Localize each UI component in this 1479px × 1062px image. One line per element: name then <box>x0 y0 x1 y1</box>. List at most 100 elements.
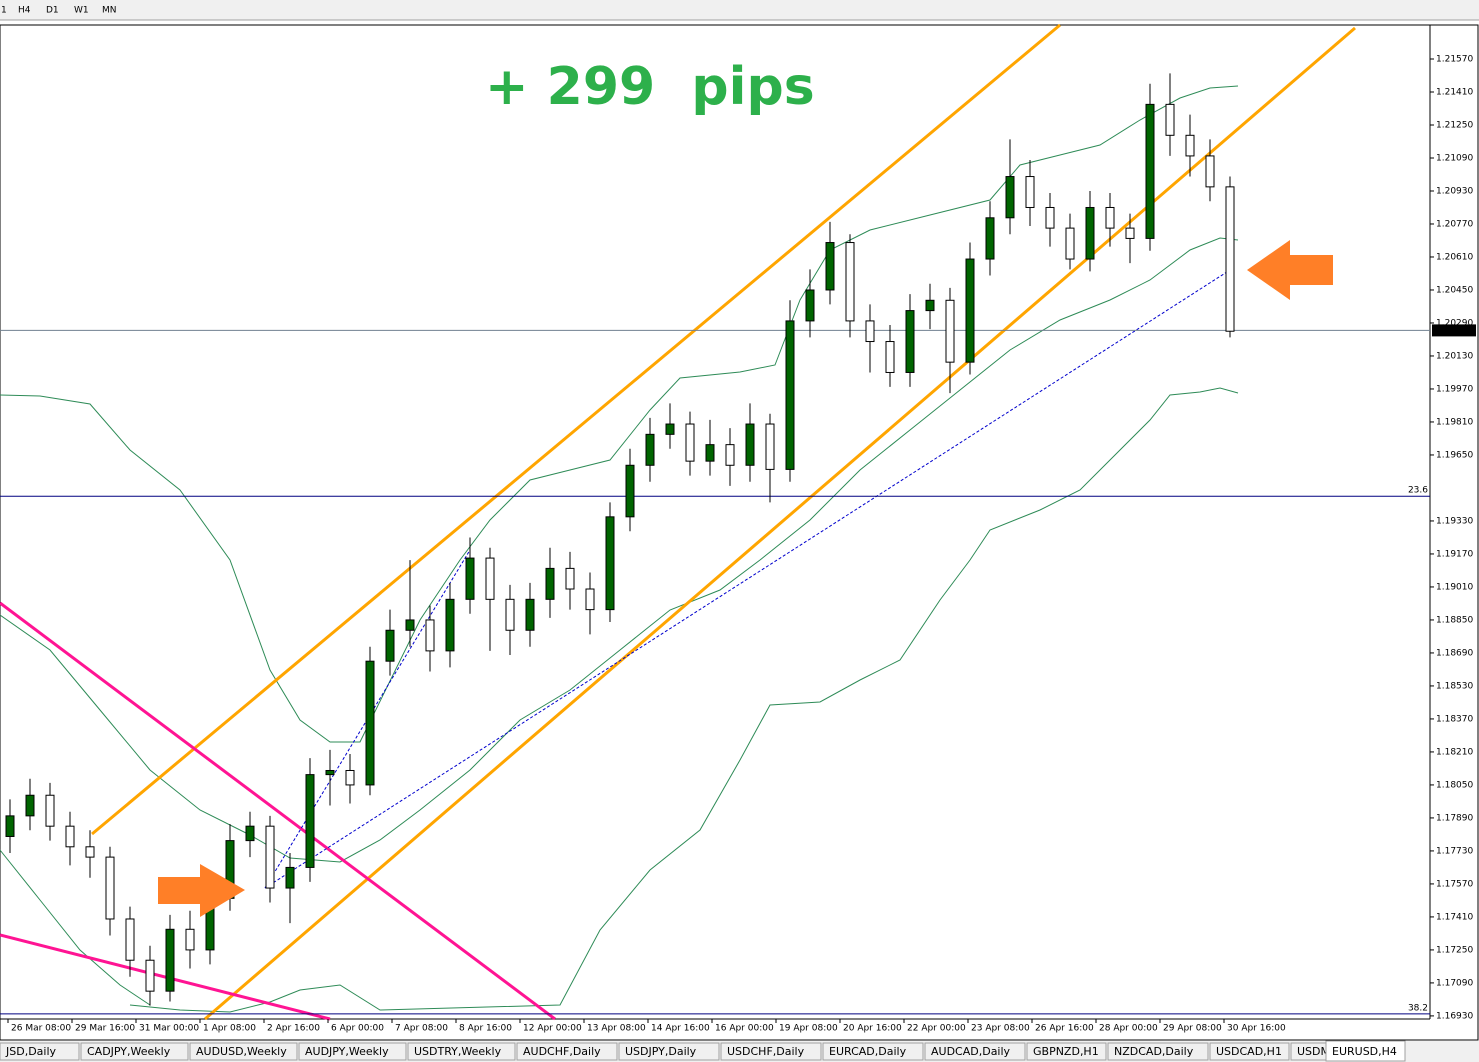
timeframe-button[interactable]: MN <box>102 6 117 16</box>
tab[interactable] <box>516 1042 618 1061</box>
annotation: + 299 pips <box>485 57 815 117</box>
candle-body <box>765 423 775 470</box>
candle-body <box>625 464 635 518</box>
current-price-label: 1.20254 <box>1435 326 1472 336</box>
timeframe-button[interactable]: W1 <box>74 6 89 16</box>
candle-body <box>65 825 75 848</box>
tab-label[interactable]: EURCAD,Daily <box>829 1045 907 1058</box>
candle-body <box>105 856 115 920</box>
y-tick-label: 1.17890 <box>1436 813 1473 823</box>
candle-body <box>405 619 415 631</box>
y-tick-label: 1.18370 <box>1436 714 1473 724</box>
y-tick-label: 1.18690 <box>1436 648 1473 658</box>
candle-body <box>745 423 755 466</box>
tab-label[interactable]: GBPNZD,H1 <box>1033 1045 1099 1058</box>
x-tick-label: 26 Mar 08:00 <box>11 1024 71 1034</box>
tab[interactable] <box>298 1042 407 1061</box>
y-tick-label: 1.19810 <box>1436 417 1473 427</box>
candle-body <box>1185 134 1195 157</box>
x-tick-label: 26 Apr 16:00 <box>1035 1024 1094 1034</box>
timeframe-button[interactable]: D1 <box>46 6 59 16</box>
tab[interactable] <box>80 1042 189 1061</box>
tab[interactable] <box>189 1042 298 1061</box>
tab-label[interactable]: AUDUSD,Weekly <box>196 1045 287 1058</box>
y-tick-label: 1.17570 <box>1436 879 1473 889</box>
candle-body <box>485 557 495 600</box>
bb-middle <box>0 237 1239 863</box>
y-tick-label: 1.21410 <box>1436 87 1473 97</box>
candle-body <box>85 846 95 858</box>
candle-body <box>605 516 615 611</box>
tab-label[interactable]: NZDCAD,Daily <box>1114 1045 1194 1058</box>
tab-label[interactable]: AUDJPY,Weekly <box>305 1045 389 1058</box>
tab-label[interactable]: AUDCAD,Daily <box>931 1045 1011 1058</box>
timeframe-button[interactable]: H4 <box>18 6 31 16</box>
candle-body <box>265 825 275 889</box>
tab-label[interactable]: EURUSD,H4 <box>1332 1045 1397 1058</box>
candle-body <box>885 341 895 373</box>
x-tick-label: 30 Apr 16:00 <box>1227 1024 1286 1034</box>
candle-body <box>585 588 595 611</box>
candle-body <box>1125 227 1135 239</box>
x-tick-label: 2 Apr 16:00 <box>267 1024 320 1034</box>
channel-lower <box>204 26 1356 1021</box>
x-tick-label: 16 Apr 00:00 <box>715 1024 774 1034</box>
candle-body <box>1225 186 1235 332</box>
tab[interactable] <box>1325 1040 1406 1062</box>
candle-body <box>165 928 175 992</box>
bb-lower <box>129 387 1239 1013</box>
x-tick-label: 19 Apr 08:00 <box>779 1024 838 1034</box>
tab[interactable] <box>0 1042 80 1061</box>
tab-label[interactable]: USDCHF,Daily <box>727 1045 805 1058</box>
candle-body <box>45 794 55 827</box>
bb-upper <box>0 85 1239 743</box>
candle-body <box>25 794 35 817</box>
candle-body <box>545 567 555 600</box>
tab-label[interactable]: CADJPY,Weekly <box>87 1045 171 1058</box>
x-tick-label: 12 Apr 00:00 <box>523 1024 582 1034</box>
candle-body <box>325 769 335 776</box>
arrow-left <box>1247 240 1333 300</box>
tab-label[interactable]: USDCAD,H1 <box>1216 1045 1282 1058</box>
dashed-line <box>264 269 1231 889</box>
x-tick-label: 13 Apr 08:00 <box>587 1024 646 1034</box>
candle-body <box>705 444 715 462</box>
y-tick-label: 1.18850 <box>1436 615 1473 625</box>
candle-body <box>245 825 255 842</box>
tab[interactable] <box>1026 1042 1107 1061</box>
candle-body <box>825 242 835 291</box>
candle-body <box>805 289 815 322</box>
tab-label[interactable]: USDJPY,Daily <box>625 1045 697 1058</box>
candle-body <box>425 619 435 652</box>
candle-body <box>845 242 855 322</box>
tab-label[interactable]: JSD,Daily <box>5 1045 57 1058</box>
candle-body <box>1105 206 1115 229</box>
x-tick-label: 7 Apr 08:00 <box>395 1024 448 1034</box>
y-tick-label: 1.17090 <box>1436 978 1473 988</box>
timeframe-button[interactable]: 1 <box>1 6 7 16</box>
tab-label[interactable]: USDTRY,Weekly <box>414 1045 502 1058</box>
candle-body <box>905 310 915 373</box>
candle-body <box>985 217 995 260</box>
y-tick-label: 1.17730 <box>1436 846 1473 856</box>
tab-label[interactable]: AUDCHF,Daily <box>523 1045 601 1058</box>
candle-body <box>1025 176 1035 208</box>
tab[interactable] <box>407 1042 516 1061</box>
tab[interactable] <box>618 1042 720 1061</box>
fib-label: 23.6 <box>1408 486 1428 496</box>
candle-body <box>365 660 375 786</box>
x-tick-label: 31 Mar 00:00 <box>139 1024 199 1034</box>
tab[interactable] <box>822 1042 924 1061</box>
tab[interactable] <box>1107 1042 1209 1061</box>
tab[interactable] <box>1209 1042 1290 1061</box>
fib-label: 38.2 <box>1408 1003 1428 1013</box>
tab[interactable] <box>924 1042 1026 1061</box>
candle-body <box>685 423 695 462</box>
candle-body <box>785 320 795 470</box>
channel-upper <box>91 23 1061 836</box>
candle-body <box>645 433 655 466</box>
candle-body <box>965 258 975 363</box>
x-tick-label: 28 Apr 00:00 <box>1099 1024 1158 1034</box>
tab[interactable] <box>720 1042 822 1061</box>
